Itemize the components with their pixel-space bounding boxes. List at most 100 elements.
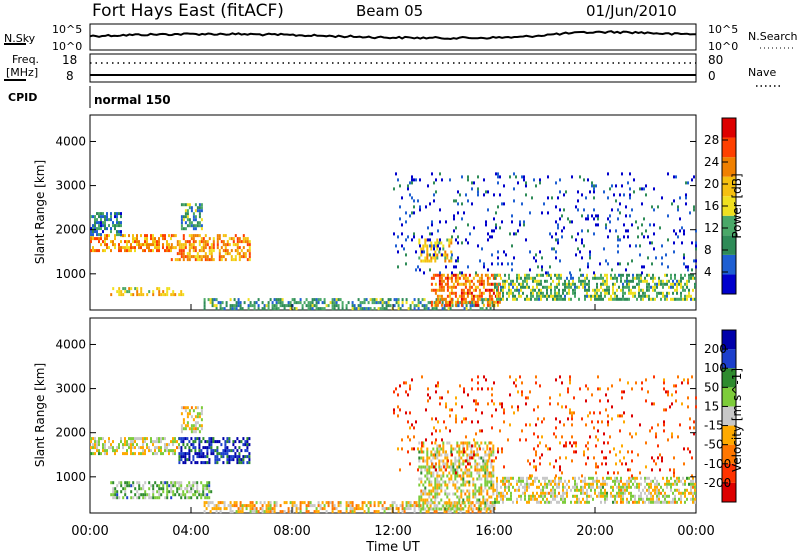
echo-cell	[444, 456, 447, 460]
echo-cell	[226, 446, 229, 450]
echo-cell	[120, 224, 122, 228]
echo-cell	[480, 441, 483, 445]
echo-cell	[550, 494, 552, 498]
echo-cell	[525, 438, 527, 442]
echo-cell	[650, 500, 652, 504]
echo-cell	[447, 307, 450, 311]
echo-cell	[188, 249, 191, 253]
echo-cell	[477, 190, 479, 194]
echo-cell	[317, 504, 320, 508]
echo-cell	[536, 279, 538, 283]
echo-cell	[614, 482, 616, 486]
echo-cell	[571, 459, 573, 463]
echo-cell	[198, 452, 201, 456]
echo-cell	[426, 465, 429, 469]
echo-cell	[471, 187, 473, 191]
echo-cell	[458, 276, 461, 280]
echo-cell	[235, 501, 238, 505]
echo-cell	[447, 459, 449, 463]
echo-cell	[333, 307, 336, 311]
echo-cell	[544, 491, 546, 495]
echo-cell	[616, 279, 618, 283]
echo-cell	[650, 297, 652, 301]
echo-cell	[218, 440, 221, 444]
echo-cell	[628, 273, 630, 277]
echo-cell	[522, 491, 524, 495]
echo-cell	[124, 452, 126, 456]
echo-cell	[678, 476, 680, 480]
echo-cell	[420, 259, 423, 263]
echo-cell	[196, 206, 199, 210]
echo-cell	[503, 184, 505, 188]
echo-cell	[679, 217, 681, 221]
echo-cell	[440, 486, 443, 490]
echo-cell	[528, 273, 530, 277]
echo-cell	[465, 307, 468, 311]
echo-cell	[486, 276, 489, 280]
echo-cell	[355, 504, 358, 508]
echo-cell	[484, 501, 487, 505]
colorbar-segment	[722, 330, 736, 350]
echo-cell	[518, 476, 520, 480]
echo-cell	[493, 504, 496, 508]
echo-cell	[630, 279, 632, 283]
echo-cell	[186, 212, 189, 216]
echo-cell	[206, 484, 209, 488]
echo-cell	[653, 402, 655, 406]
echo-cell	[430, 459, 433, 463]
echo-cell	[508, 288, 510, 292]
echo-cell	[688, 273, 690, 277]
echo-cell	[441, 307, 444, 311]
echo-cell	[486, 507, 489, 511]
echo-cell	[222, 461, 225, 465]
echo-cell	[438, 501, 441, 505]
echo-cell	[200, 461, 203, 465]
echo-cell	[158, 440, 160, 444]
echo-cell	[514, 282, 516, 286]
echo-cell	[422, 498, 425, 502]
echo-cell	[489, 510, 492, 514]
echo-cell	[192, 249, 195, 253]
echo-cell	[465, 238, 467, 242]
echo-cell	[415, 504, 418, 508]
echo-cell	[615, 462, 617, 466]
echo-cell	[144, 490, 147, 494]
echo-cell	[604, 291, 606, 295]
echo-cell	[142, 487, 145, 491]
echo-cell	[439, 402, 441, 406]
echo-cell	[477, 453, 479, 457]
echo-cell	[468, 279, 471, 283]
echo-cell	[442, 247, 445, 251]
echo-cell	[520, 476, 522, 480]
echo-cell	[597, 438, 599, 442]
echo-cell	[418, 498, 421, 502]
echo-cell	[178, 458, 181, 462]
echo-cell	[98, 227, 100, 231]
echo-cell	[116, 221, 118, 225]
echo-cell	[367, 307, 370, 311]
echo-cell	[438, 453, 441, 457]
echo-cell	[596, 297, 598, 301]
echo-cell	[198, 424, 201, 428]
echo-cell	[397, 235, 399, 239]
echo-cell	[178, 240, 181, 244]
echo-cell	[532, 285, 534, 289]
echo-cell	[504, 479, 506, 483]
echo-cell	[521, 202, 523, 206]
echo-cell	[650, 276, 652, 280]
echo-cell	[578, 297, 580, 301]
echo-cell	[480, 483, 483, 487]
echo-cell	[656, 291, 658, 295]
echo-cell	[126, 240, 128, 244]
echo-cell	[182, 255, 185, 259]
echo-cell	[650, 482, 652, 486]
echo-cell	[560, 494, 562, 498]
echo-cell	[483, 262, 485, 266]
echo-cell	[397, 447, 399, 451]
echo-cell	[438, 492, 441, 496]
echo-cell	[492, 288, 495, 292]
echo-cell	[642, 297, 644, 301]
echo-cell	[592, 276, 594, 280]
echo-cell	[561, 229, 563, 233]
echo-cell	[627, 381, 629, 385]
